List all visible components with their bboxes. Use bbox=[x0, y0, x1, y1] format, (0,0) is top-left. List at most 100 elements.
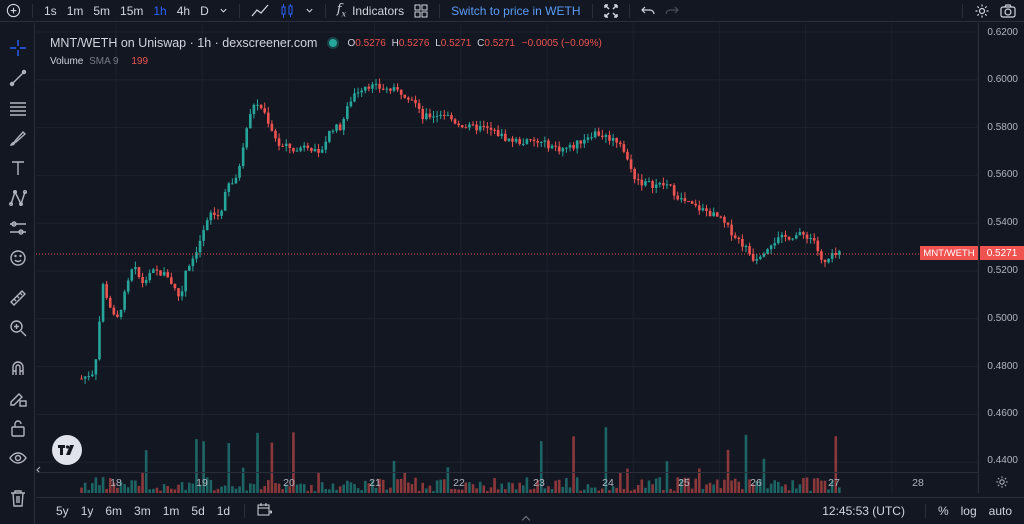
text-tool[interactable] bbox=[8, 158, 28, 178]
volume-bar bbox=[471, 484, 475, 493]
draw-mode-tool[interactable] bbox=[8, 388, 28, 408]
trend-line-tool[interactable] bbox=[8, 68, 28, 88]
bottom-toolbar: 5y 1y 6m 3m 1m 5d 1d 12:45:53 (UTC) % lo… bbox=[36, 497, 1024, 524]
utc-clock[interactable]: 12:45:53 (UTC) bbox=[822, 504, 905, 518]
percent-toggle[interactable]: % bbox=[937, 504, 949, 518]
interval-d[interactable]: D bbox=[200, 3, 209, 18]
range-1m[interactable]: 1m bbox=[162, 504, 180, 518]
candle-body bbox=[295, 150, 299, 152]
candle-body bbox=[108, 297, 112, 308]
auto-toggle[interactable]: auto bbox=[988, 504, 1012, 518]
volume-bar bbox=[651, 484, 654, 493]
range-1d[interactable]: 1d bbox=[216, 504, 231, 518]
candle-body bbox=[769, 245, 773, 250]
settings-button[interactable] bbox=[969, 0, 995, 22]
volume-bar bbox=[755, 481, 759, 493]
volume-bar bbox=[654, 478, 658, 493]
measure-tool[interactable] bbox=[8, 288, 28, 308]
price-axis[interactable]: 0.6200 0.6000 0.5800 0.5600 0.5400 0.520… bbox=[978, 23, 1024, 493]
volume-bar bbox=[493, 478, 496, 493]
pattern-tool[interactable] bbox=[8, 188, 28, 208]
candle-body bbox=[547, 140, 550, 149]
volume-bar bbox=[324, 488, 328, 493]
interval-1h[interactable]: 1h bbox=[153, 3, 167, 18]
candle-body bbox=[787, 236, 791, 240]
volume-bar bbox=[266, 479, 270, 493]
volume-bar bbox=[629, 490, 633, 493]
volume-bar bbox=[417, 490, 421, 493]
price-chart[interactable] bbox=[36, 23, 978, 493]
volume-bar bbox=[550, 489, 554, 493]
redo-button[interactable] bbox=[660, 0, 684, 22]
candle-body bbox=[604, 135, 608, 137]
divider bbox=[439, 3, 441, 18]
chart-settings-corner-button[interactable] bbox=[995, 475, 1009, 494]
fib-tool[interactable] bbox=[8, 98, 28, 118]
candle-body bbox=[306, 145, 310, 148]
candle-body bbox=[245, 128, 249, 148]
indicators-button[interactable]: fx Indicators bbox=[332, 0, 409, 22]
volume-bar bbox=[511, 483, 514, 493]
chart-type-dropdown-button[interactable] bbox=[300, 0, 319, 22]
ohlc-values: O0.5276 H0.5276 L0.5271 C0.5271 −0.0005 … bbox=[347, 38, 601, 49]
candle-body bbox=[231, 183, 234, 185]
add-symbol-button[interactable] bbox=[0, 0, 26, 22]
price-tick: 0.5200 bbox=[987, 265, 1018, 276]
interval-1m[interactable]: 1m bbox=[66, 3, 84, 18]
visibility-tool[interactable] bbox=[8, 448, 28, 468]
candle-body bbox=[270, 123, 274, 131]
crosshair-tool[interactable] bbox=[8, 38, 28, 58]
undo-button[interactable] bbox=[636, 0, 660, 22]
candle-body bbox=[626, 151, 629, 160]
layouts-button[interactable] bbox=[409, 0, 433, 22]
volume-bar bbox=[346, 480, 349, 493]
interval-1s[interactable]: 1s bbox=[44, 3, 57, 18]
zoom-tool[interactable] bbox=[8, 318, 28, 338]
interval-15m[interactable]: 15m bbox=[120, 3, 144, 18]
forecast-tool[interactable] bbox=[8, 218, 28, 238]
range-5d[interactable]: 5d bbox=[191, 504, 205, 518]
brush-tool[interactable] bbox=[8, 128, 28, 148]
range-1y[interactable]: 1y bbox=[80, 504, 94, 518]
volume-bar bbox=[83, 482, 87, 493]
interval-4h[interactable]: 4h bbox=[176, 3, 191, 18]
volume-bar bbox=[543, 488, 547, 493]
trend-line-icon bbox=[9, 69, 27, 87]
volume-bar bbox=[830, 480, 834, 493]
volume-bar bbox=[389, 487, 392, 493]
candle-body bbox=[579, 140, 583, 144]
volume-bar bbox=[636, 484, 640, 493]
log-toggle[interactable]: log bbox=[960, 504, 977, 518]
interval-dropdown-button[interactable] bbox=[214, 0, 233, 22]
range-5y[interactable]: 5y bbox=[56, 504, 69, 518]
fx-icon: fx bbox=[336, 2, 347, 19]
volume-bar bbox=[827, 489, 830, 493]
lock-tool[interactable] bbox=[8, 418, 28, 438]
interval-5m[interactable]: 5m bbox=[93, 3, 111, 18]
volume-bar bbox=[457, 489, 460, 493]
magnet-tool[interactable] bbox=[8, 358, 28, 378]
volume-bar bbox=[777, 481, 780, 493]
go-to-date-button[interactable] bbox=[251, 502, 278, 520]
screenshot-button[interactable] bbox=[995, 0, 1024, 22]
chevron-down-icon bbox=[220, 8, 227, 13]
tradingview-logo[interactable] bbox=[52, 435, 82, 465]
time-axis[interactable]: 18 19 20 21 22 23 24 25 26 27 28 bbox=[36, 472, 978, 494]
range-6m[interactable]: 6m bbox=[105, 504, 123, 518]
volume-bar bbox=[798, 484, 802, 493]
switch-price-button[interactable]: Switch to price in WETH bbox=[451, 3, 581, 18]
icons-tool[interactable] bbox=[8, 248, 28, 268]
volume-bar bbox=[360, 490, 363, 493]
candle-body bbox=[694, 203, 697, 206]
line-chart-type-button[interactable] bbox=[246, 0, 274, 22]
volume-bar bbox=[162, 484, 166, 493]
candle-body bbox=[417, 103, 421, 109]
remove-drawings-tool[interactable] bbox=[8, 488, 28, 508]
volume-bar bbox=[320, 482, 324, 493]
volume-bar bbox=[231, 486, 234, 493]
candle-body bbox=[802, 232, 805, 235]
range-3m[interactable]: 3m bbox=[134, 504, 151, 518]
fullscreen-button[interactable] bbox=[599, 0, 623, 22]
volume-bar bbox=[90, 483, 94, 493]
candles-chart-type-button[interactable] bbox=[274, 0, 300, 22]
